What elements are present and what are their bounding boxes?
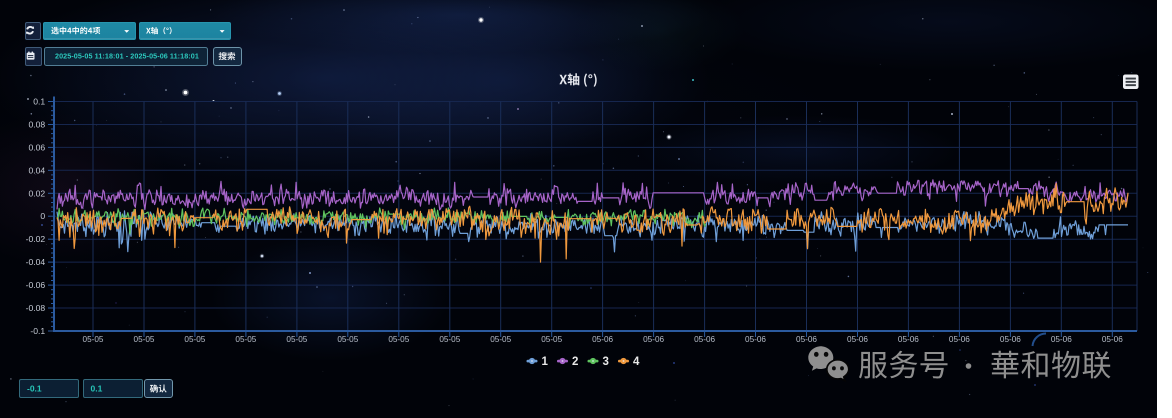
svg-text:-0.04: -0.04 bbox=[26, 257, 46, 267]
svg-text:05-06: 05-06 bbox=[592, 335, 613, 344]
svg-text:05-06: 05-06 bbox=[796, 335, 817, 344]
svg-text:1: 1 bbox=[542, 356, 549, 368]
svg-text:05-06: 05-06 bbox=[949, 335, 970, 344]
svg-text:05-06: 05-06 bbox=[643, 335, 664, 344]
svg-text:0.06: 0.06 bbox=[28, 142, 45, 152]
svg-text:0.02: 0.02 bbox=[28, 188, 45, 198]
svg-text:05-05: 05-05 bbox=[184, 335, 205, 344]
svg-text:05-06: 05-06 bbox=[898, 335, 919, 344]
svg-text:2025-05-05 11:18:01 - 2025-05-: 2025-05-05 11:18:01 - 2025-05-06 11:18:0… bbox=[55, 52, 199, 61]
svg-text:4: 4 bbox=[633, 356, 640, 368]
svg-text:3: 3 bbox=[603, 356, 609, 368]
svg-text:0.1: 0.1 bbox=[91, 384, 103, 394]
svg-text:-0.06: -0.06 bbox=[26, 280, 46, 290]
svg-text:-0.1: -0.1 bbox=[27, 384, 42, 394]
svg-text:-0.08: -0.08 bbox=[26, 303, 46, 313]
svg-text:05-06: 05-06 bbox=[745, 335, 766, 344]
svg-text:05-05: 05-05 bbox=[235, 335, 256, 344]
svg-text:0.08: 0.08 bbox=[28, 120, 45, 130]
svg-text:-0.02: -0.02 bbox=[26, 234, 46, 244]
svg-text:05-06: 05-06 bbox=[847, 335, 868, 344]
svg-text:05-05: 05-05 bbox=[337, 335, 358, 344]
svg-text:05-05: 05-05 bbox=[439, 335, 460, 344]
svg-text:0.1: 0.1 bbox=[33, 97, 45, 107]
svg-text:2: 2 bbox=[572, 356, 578, 368]
svg-text:05-05: 05-05 bbox=[490, 335, 511, 344]
svg-text:05-06: 05-06 bbox=[1000, 335, 1021, 344]
svg-text:05-05: 05-05 bbox=[388, 335, 409, 344]
svg-text:05-06: 05-06 bbox=[694, 335, 715, 344]
svg-text:0.04: 0.04 bbox=[28, 165, 45, 175]
svg-text:05-05: 05-05 bbox=[541, 335, 562, 344]
svg-text:05-06: 05-06 bbox=[1051, 335, 1072, 344]
svg-text:05-05: 05-05 bbox=[286, 335, 307, 344]
svg-text:05-06: 05-06 bbox=[1102, 335, 1123, 344]
svg-text:-0.1: -0.1 bbox=[30, 326, 45, 336]
svg-text:0: 0 bbox=[40, 211, 45, 221]
svg-text:05-05: 05-05 bbox=[134, 335, 155, 344]
svg-text:05-05: 05-05 bbox=[83, 335, 104, 344]
